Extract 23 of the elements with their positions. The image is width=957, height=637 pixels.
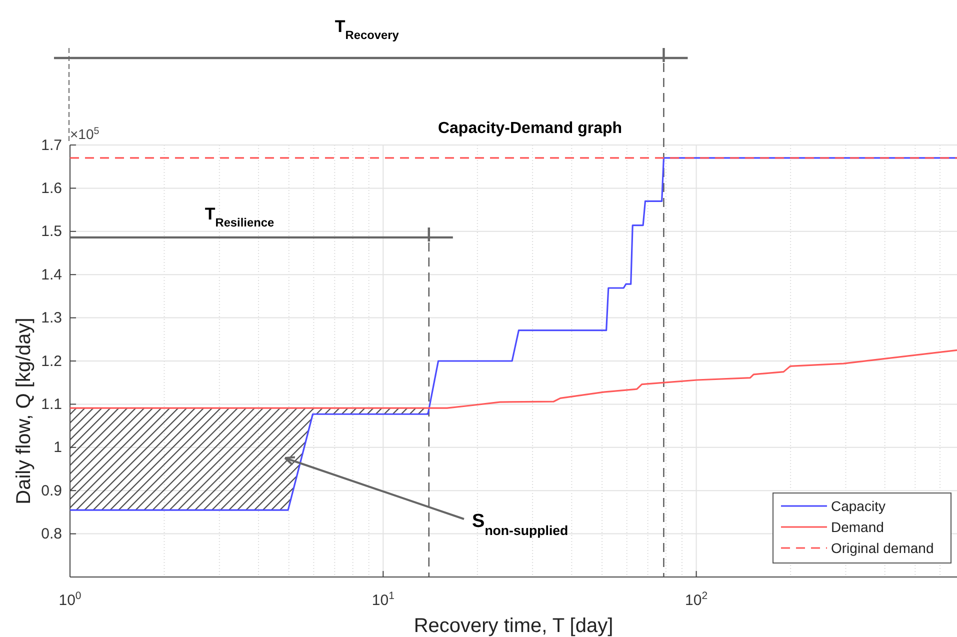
y-tick-label: 1 (54, 439, 62, 456)
y-tick-label: 1.7 (41, 136, 62, 154)
x-tick-label: 10$^{0}$ (58, 590, 82, 609)
y-tick-label: 1.1 (41, 396, 62, 413)
y-tick-label: 1.2 (41, 352, 62, 370)
text: ×10$^{5}$ (70, 126, 100, 142)
y-tick-label: 1.3 (41, 310, 62, 327)
text: T$_{Recovery}$ (334, 17, 400, 42)
legend-label: Capacity (831, 498, 886, 514)
x-tick-label: 10$^{1}$ (372, 590, 395, 609)
x-axis-title: Recovery time, T [day] (414, 615, 614, 637)
legend-label: Original demand (831, 540, 934, 556)
annotation: S$_{non-supplied}$ (472, 511, 568, 538)
y-tick-label: 0.8 (41, 526, 62, 543)
chart-title: Capacity-Demand graph (438, 120, 622, 137)
x-tick-label: 10$^{2}$ (685, 590, 708, 609)
annotation: T$_{Resilience}$ (204, 204, 274, 230)
y-axis-title: Daily flow, Q [kg/day] (13, 318, 35, 504)
y-tick-label: 1.5 (41, 223, 62, 240)
y-tick-label: 1.4 (41, 266, 62, 284)
legend-label: Demand (831, 519, 884, 535)
y-tick-label: 1.6 (41, 180, 62, 197)
y-tick-label: 0.9 (41, 482, 62, 500)
